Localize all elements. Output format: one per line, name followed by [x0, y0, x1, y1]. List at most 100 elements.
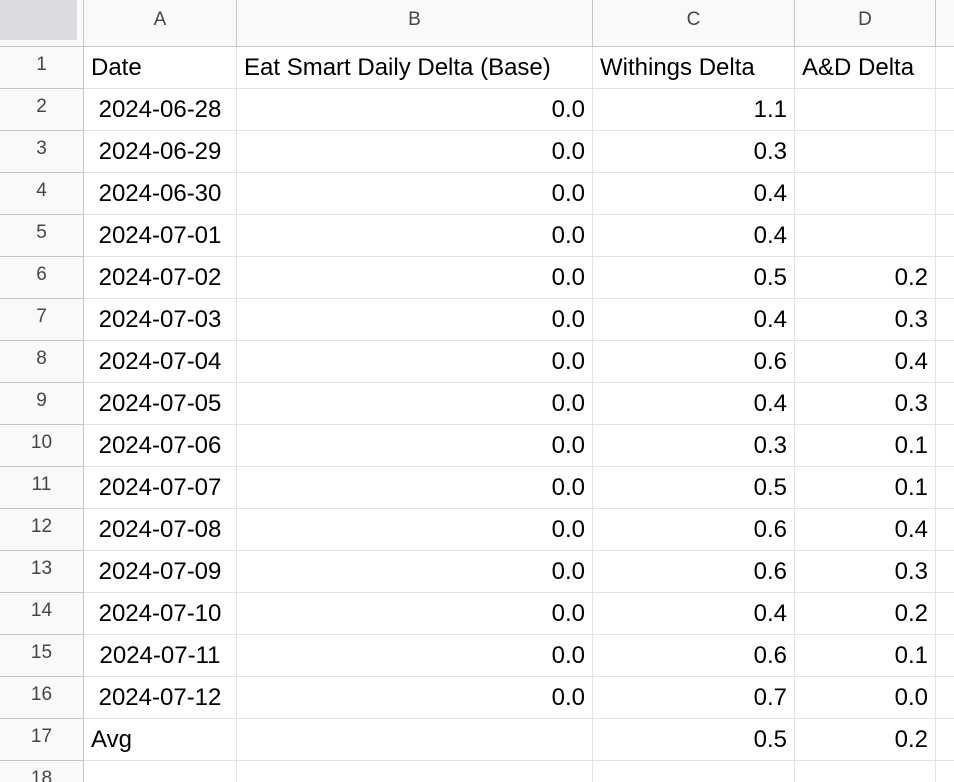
- cell-c14[interactable]: 0.4: [593, 593, 795, 635]
- cell-a7[interactable]: 2024-07-03: [84, 299, 237, 341]
- row-header-10[interactable]: 10: [0, 425, 84, 467]
- cell-next-12[interactable]: [936, 509, 954, 551]
- cell-a10[interactable]: 2024-07-06: [84, 425, 237, 467]
- cell-next-8[interactable]: [936, 341, 954, 383]
- cell-next-17[interactable]: [936, 719, 954, 761]
- cell-b4[interactable]: 0.0: [237, 173, 593, 215]
- cell-a4[interactable]: 2024-06-30: [84, 173, 237, 215]
- cell-c12[interactable]: 0.6: [593, 509, 795, 551]
- cell-a14[interactable]: 2024-07-10: [84, 593, 237, 635]
- cell-next-10[interactable]: [936, 425, 954, 467]
- cell-c2[interactable]: 1.1: [593, 89, 795, 131]
- row-header-12[interactable]: 12: [0, 509, 84, 551]
- cell-a6[interactable]: 2024-07-02: [84, 257, 237, 299]
- cell-c16[interactable]: 0.7: [593, 677, 795, 719]
- cell-d4[interactable]: [795, 173, 936, 215]
- cell-d2[interactable]: [795, 89, 936, 131]
- cell-d5[interactable]: [795, 215, 936, 257]
- row-header-9[interactable]: 9: [0, 383, 84, 425]
- cell-a16[interactable]: 2024-07-12: [84, 677, 237, 719]
- column-header-b[interactable]: B: [237, 0, 593, 47]
- cell-c1[interactable]: Withings Delta: [593, 47, 795, 89]
- cell-c8[interactable]: 0.6: [593, 341, 795, 383]
- row-header-14[interactable]: 14: [0, 593, 84, 635]
- cell-a9[interactable]: 2024-07-05: [84, 383, 237, 425]
- row-header-16[interactable]: 16: [0, 677, 84, 719]
- cell-a12[interactable]: 2024-07-08: [84, 509, 237, 551]
- cell-next-9[interactable]: [936, 383, 954, 425]
- cell-a15[interactable]: 2024-07-11: [84, 635, 237, 677]
- select-all-corner[interactable]: [0, 0, 84, 47]
- row-header-3[interactable]: 3: [0, 131, 84, 173]
- cell-a17[interactable]: Avg: [84, 719, 237, 761]
- cell-a1[interactable]: Date: [84, 47, 237, 89]
- row-header-18[interactable]: 18: [0, 761, 84, 782]
- cell-b5[interactable]: 0.0: [237, 215, 593, 257]
- row-header-13[interactable]: 13: [0, 551, 84, 593]
- cell-c17[interactable]: 0.5: [593, 719, 795, 761]
- cell-next-14[interactable]: [936, 593, 954, 635]
- cell-d18[interactable]: [795, 761, 936, 782]
- row-header-4[interactable]: 4: [0, 173, 84, 215]
- cell-d16[interactable]: 0.0: [795, 677, 936, 719]
- cell-b15[interactable]: 0.0: [237, 635, 593, 677]
- cell-d6[interactable]: 0.2: [795, 257, 936, 299]
- cell-next-7[interactable]: [936, 299, 954, 341]
- cell-c6[interactable]: 0.5: [593, 257, 795, 299]
- cell-c15[interactable]: 0.6: [593, 635, 795, 677]
- cell-c18[interactable]: [593, 761, 795, 782]
- row-header-7[interactable]: 7: [0, 299, 84, 341]
- column-header-d[interactable]: D: [795, 0, 936, 47]
- cell-a3[interactable]: 2024-06-29: [84, 131, 237, 173]
- cell-d1[interactable]: A&D Delta: [795, 47, 936, 89]
- cell-b7[interactable]: 0.0: [237, 299, 593, 341]
- cell-a2[interactable]: 2024-06-28: [84, 89, 237, 131]
- column-header-next[interactable]: [936, 0, 954, 47]
- cell-b10[interactable]: 0.0: [237, 425, 593, 467]
- cell-c3[interactable]: 0.3: [593, 131, 795, 173]
- cell-next-11[interactable]: [936, 467, 954, 509]
- cell-b1[interactable]: Eat Smart Daily Delta (Base): [237, 47, 593, 89]
- cell-next-6[interactable]: [936, 257, 954, 299]
- cell-c11[interactable]: 0.5: [593, 467, 795, 509]
- cell-a8[interactable]: 2024-07-04: [84, 341, 237, 383]
- cell-d17[interactable]: 0.2: [795, 719, 936, 761]
- cell-next-15[interactable]: [936, 635, 954, 677]
- cell-b16[interactable]: 0.0: [237, 677, 593, 719]
- cell-a18[interactable]: [84, 761, 237, 782]
- row-header-15[interactable]: 15: [0, 635, 84, 677]
- cell-a5[interactable]: 2024-07-01: [84, 215, 237, 257]
- row-header-17[interactable]: 17: [0, 719, 84, 761]
- cell-next-5[interactable]: [936, 215, 954, 257]
- cell-next-2[interactable]: [936, 89, 954, 131]
- cell-b6[interactable]: 0.0: [237, 257, 593, 299]
- cell-b11[interactable]: 0.0: [237, 467, 593, 509]
- cell-d7[interactable]: 0.3: [795, 299, 936, 341]
- cell-b2[interactable]: 0.0: [237, 89, 593, 131]
- cell-b14[interactable]: 0.0: [237, 593, 593, 635]
- cell-c10[interactable]: 0.3: [593, 425, 795, 467]
- cell-a13[interactable]: 2024-07-09: [84, 551, 237, 593]
- cell-d14[interactable]: 0.2: [795, 593, 936, 635]
- cell-b13[interactable]: 0.0: [237, 551, 593, 593]
- cell-d9[interactable]: 0.3: [795, 383, 936, 425]
- cell-next-13[interactable]: [936, 551, 954, 593]
- row-header-5[interactable]: 5: [0, 215, 84, 257]
- column-header-c[interactable]: C: [593, 0, 795, 47]
- cell-d3[interactable]: [795, 131, 936, 173]
- row-header-8[interactable]: 8: [0, 341, 84, 383]
- row-header-6[interactable]: 6: [0, 257, 84, 299]
- column-header-a[interactable]: A: [84, 0, 237, 47]
- row-header-2[interactable]: 2: [0, 89, 84, 131]
- cell-b12[interactable]: 0.0: [237, 509, 593, 551]
- cell-c5[interactable]: 0.4: [593, 215, 795, 257]
- cell-d8[interactable]: 0.4: [795, 341, 936, 383]
- cell-d13[interactable]: 0.3: [795, 551, 936, 593]
- cell-next-1[interactable]: [936, 47, 954, 89]
- cell-a11[interactable]: 2024-07-07: [84, 467, 237, 509]
- cell-c4[interactable]: 0.4: [593, 173, 795, 215]
- row-header-11[interactable]: 11: [0, 467, 84, 509]
- cell-c9[interactable]: 0.4: [593, 383, 795, 425]
- cell-c7[interactable]: 0.4: [593, 299, 795, 341]
- cell-next-16[interactable]: [936, 677, 954, 719]
